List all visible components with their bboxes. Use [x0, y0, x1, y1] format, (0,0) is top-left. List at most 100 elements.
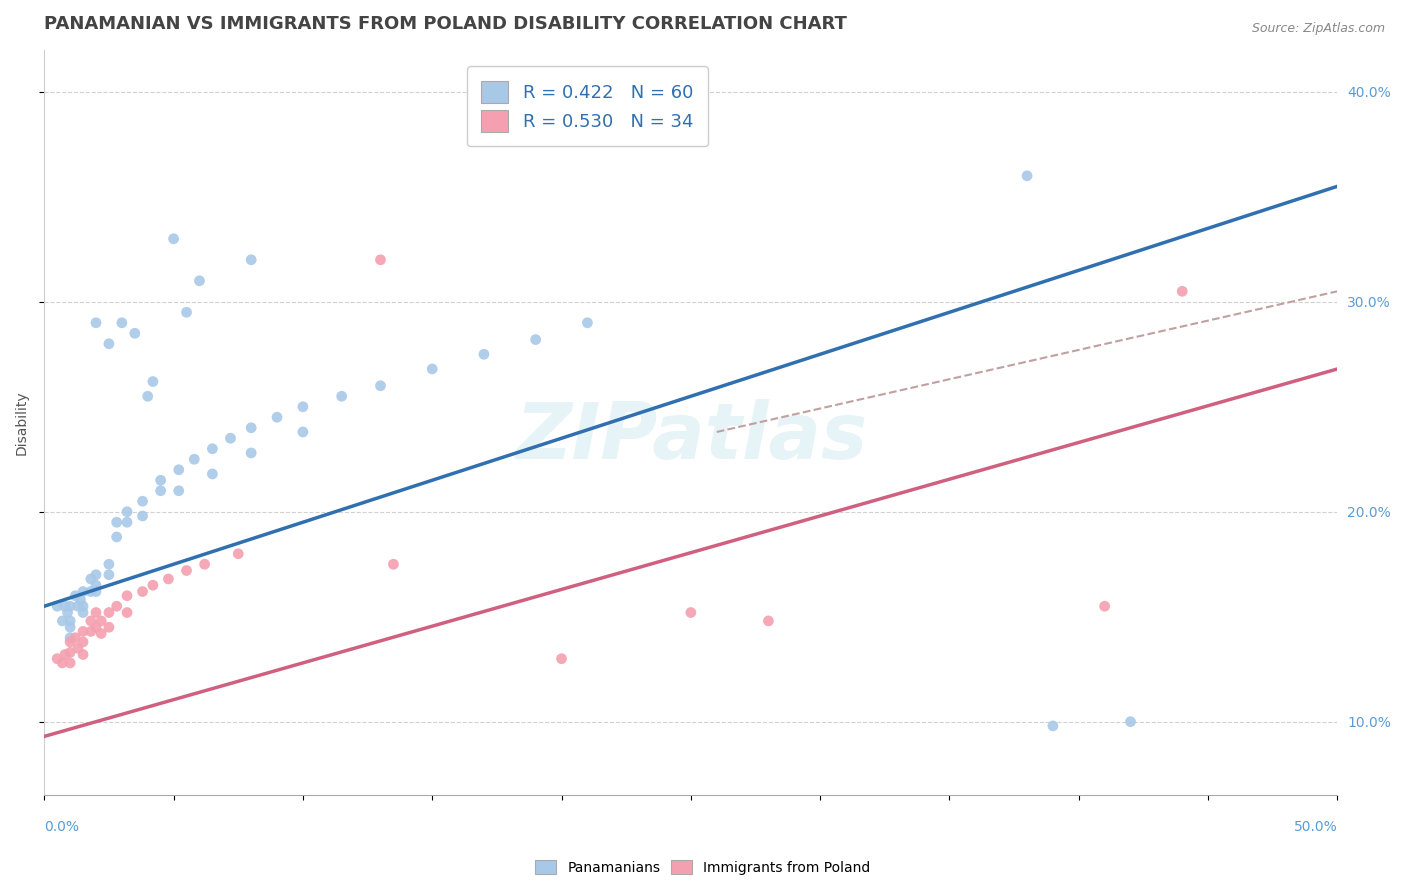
Point [472, 347, 495, 361]
Point [201, 467, 224, 481]
Point [69, 593, 91, 607]
Point [105, 515, 128, 529]
Point [157, 572, 180, 586]
Text: 0.0%: 0.0% [44, 821, 79, 834]
Point [576, 316, 599, 330]
Point [1171, 285, 1194, 299]
Point [65, 631, 87, 645]
Point [84, 316, 107, 330]
Point [142, 375, 165, 389]
Point [176, 564, 198, 578]
Point [240, 252, 263, 267]
Text: ZIPatlas: ZIPatlas [515, 400, 868, 475]
Point [80, 624, 103, 639]
Point [420, 362, 443, 376]
Point [291, 400, 314, 414]
Point [1094, 599, 1116, 614]
Point [72, 624, 94, 639]
Point [524, 333, 547, 347]
Point [59, 631, 82, 645]
Point [59, 620, 82, 634]
Point [1042, 719, 1064, 733]
Point [111, 316, 134, 330]
Point [291, 425, 314, 439]
Point [66, 641, 89, 656]
Point [167, 463, 190, 477]
Text: Source: ZipAtlas.com: Source: ZipAtlas.com [1251, 22, 1385, 36]
Point [162, 232, 184, 246]
Point [80, 572, 103, 586]
Point [266, 410, 288, 425]
Point [115, 515, 138, 529]
Point [84, 584, 107, 599]
Legend: R = 0.422   N = 60, R = 0.530   N = 34: R = 0.422 N = 60, R = 0.530 N = 34 [467, 66, 707, 146]
Point [59, 645, 82, 659]
Point [84, 620, 107, 634]
Point [51, 614, 73, 628]
Point [176, 305, 198, 319]
Point [46, 599, 69, 614]
Point [59, 635, 82, 649]
Point [59, 599, 82, 614]
Point [131, 584, 153, 599]
Text: PANAMANIAN VS IMMIGRANTS FROM POLAND DISABILITY CORRELATION CHART: PANAMANIAN VS IMMIGRANTS FROM POLAND DIS… [44, 15, 848, 33]
Point [97, 620, 120, 634]
Point [149, 483, 172, 498]
Point [226, 547, 249, 561]
Point [51, 656, 73, 670]
Point [115, 505, 138, 519]
Y-axis label: Disability: Disability [15, 390, 30, 455]
Point [330, 389, 353, 403]
Point [149, 473, 172, 487]
Legend: Panamanians, Immigrants from Poland: Panamanians, Immigrants from Poland [530, 855, 876, 880]
Point [53, 599, 76, 614]
Point [183, 452, 205, 467]
Point [72, 584, 94, 599]
Point [59, 656, 82, 670]
Point [188, 274, 211, 288]
Point [56, 606, 79, 620]
Point [370, 378, 392, 392]
Point [84, 567, 107, 582]
Point [53, 648, 76, 662]
Point [382, 558, 405, 572]
Point [131, 494, 153, 508]
Point [72, 599, 94, 614]
Point [167, 483, 190, 498]
Point [84, 606, 107, 620]
Point [97, 567, 120, 582]
Point [240, 446, 263, 460]
Point [97, 606, 120, 620]
Point [219, 431, 242, 445]
Point [758, 614, 780, 628]
Point [97, 558, 120, 572]
Point [105, 599, 128, 614]
Point [65, 589, 87, 603]
Point [201, 442, 224, 456]
Point [550, 651, 572, 665]
Point [59, 614, 82, 628]
Point [46, 651, 69, 665]
Point [142, 578, 165, 592]
Point [72, 648, 94, 662]
Point [115, 589, 138, 603]
Point [136, 389, 159, 403]
Point [1015, 169, 1038, 183]
Point [72, 606, 94, 620]
Point [66, 599, 89, 614]
Point [90, 626, 112, 640]
Point [1119, 714, 1142, 729]
Point [370, 252, 392, 267]
Point [131, 508, 153, 523]
Point [679, 606, 702, 620]
Point [90, 614, 112, 628]
Point [80, 614, 103, 628]
Point [105, 530, 128, 544]
Point [194, 558, 217, 572]
Point [115, 606, 138, 620]
Point [72, 635, 94, 649]
Point [97, 336, 120, 351]
Point [240, 421, 263, 435]
Point [80, 584, 103, 599]
Point [124, 326, 146, 341]
